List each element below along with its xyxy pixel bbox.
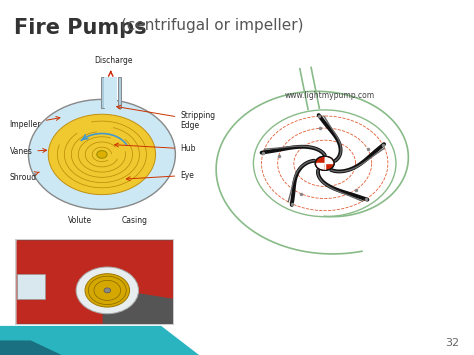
Circle shape [315,156,334,170]
Text: Volute: Volute [68,216,92,225]
Circle shape [76,267,138,314]
Text: Vanes: Vanes [9,147,46,156]
Circle shape [28,99,175,209]
Bar [118,77,121,108]
Text: Discharge: Discharge [94,56,132,65]
Bar [15,239,174,325]
Text: Casing: Casing [122,216,148,225]
Text: Fire Pumps: Fire Pumps [14,18,147,38]
Polygon shape [0,326,199,355]
Text: 32: 32 [446,338,460,348]
Polygon shape [17,240,102,324]
Bar [104,77,117,108]
Text: Stripping
Edge: Stripping Edge [117,105,215,130]
Text: Impeller: Impeller [9,116,60,129]
Circle shape [254,110,396,217]
Circle shape [104,288,110,293]
Text: Hub: Hub [115,143,196,153]
Text: Shroud: Shroud [9,172,39,182]
Polygon shape [64,240,173,299]
Text: Eye: Eye [127,171,194,181]
Wedge shape [316,163,325,170]
Circle shape [48,114,155,195]
Bar [101,77,104,108]
Circle shape [85,274,129,307]
Text: (centrifugal or impeller): (centrifugal or impeller) [116,18,304,33]
Text: www.lightmypump.com: www.lightmypump.com [284,91,374,100]
Wedge shape [325,157,333,163]
Bar [17,240,173,324]
Circle shape [97,151,107,158]
Polygon shape [0,340,62,355]
Bar [17,274,45,299]
